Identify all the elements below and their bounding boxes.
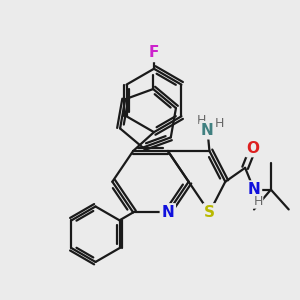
Text: N: N (201, 123, 214, 138)
Text: H: H (215, 117, 224, 130)
Text: O: O (247, 140, 260, 155)
Text: N: N (161, 205, 174, 220)
Text: N: N (248, 182, 260, 197)
Text: H: H (197, 114, 206, 127)
Text: F: F (149, 45, 159, 60)
Text: S: S (204, 205, 215, 220)
Text: H: H (253, 195, 263, 208)
